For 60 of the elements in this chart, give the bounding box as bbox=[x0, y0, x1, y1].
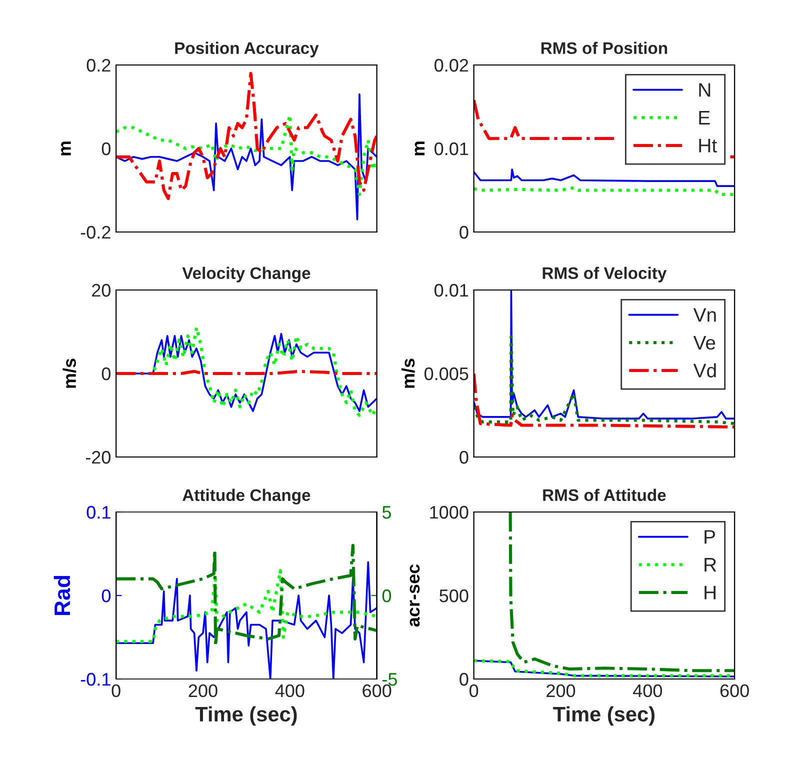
y2-tick-label: 5 bbox=[382, 506, 391, 519]
line-series bbox=[474, 335, 735, 426]
x-axis-title: Time (sec) bbox=[195, 706, 297, 726]
y-tick-label: 0.1 bbox=[86, 506, 110, 519]
y-tick-label: -0.1 bbox=[80, 672, 110, 686]
line-series bbox=[116, 568, 377, 643]
y-tick-label: -20 bbox=[86, 450, 111, 464]
legend-label: R bbox=[704, 558, 716, 572]
x-tick-label: 0 bbox=[112, 684, 120, 698]
y-tick-label: 0 bbox=[460, 226, 468, 239]
x-tick-label: 400 bbox=[633, 684, 662, 698]
y-tick-label: 1000 bbox=[430, 506, 468, 519]
legend-label: N bbox=[699, 83, 710, 97]
chart-title: Velocity Change bbox=[182, 266, 310, 282]
y-axis-title: m bbox=[61, 142, 71, 156]
y-axis-title: Rad bbox=[54, 576, 70, 616]
y-axis-title: acr-sec bbox=[410, 564, 420, 627]
x-tick-label: 0 bbox=[470, 684, 478, 698]
chart-title: RMS of Position bbox=[541, 42, 668, 54]
x-axis-title: Time (sec) bbox=[553, 706, 655, 726]
legend-label: Vd bbox=[693, 363, 716, 378]
x-tick-label: 200 bbox=[188, 684, 218, 698]
legend-label: Ht bbox=[699, 138, 717, 152]
chart-title: RMS of Attitude bbox=[543, 488, 666, 502]
legend-label: Ve bbox=[693, 336, 716, 350]
line-series bbox=[508, 512, 735, 672]
chart-title: Position Accuracy bbox=[175, 42, 319, 58]
y-tick-label: 0 bbox=[460, 450, 468, 464]
y-axis-title: m bbox=[414, 142, 425, 156]
y-tick-label: 0 bbox=[102, 589, 111, 602]
legend-label: Vn bbox=[693, 308, 716, 322]
y-tick-label: 0.02 bbox=[434, 58, 468, 72]
line-series bbox=[116, 72, 377, 200]
line-series bbox=[116, 93, 377, 220]
chart-title: RMS of Velocity bbox=[542, 266, 667, 282]
y2-tick-label: -5 bbox=[382, 673, 397, 686]
line-series bbox=[116, 561, 377, 679]
x-tick-label: 400 bbox=[275, 684, 304, 698]
y-axis-title: m/s bbox=[62, 358, 76, 388]
x-tick-label: 600 bbox=[720, 684, 749, 698]
y-tick-label: 0.01 bbox=[434, 284, 468, 297]
y-tick-label: 0 bbox=[102, 142, 111, 156]
y-tick-label: 0.01 bbox=[434, 142, 468, 156]
y-tick-label: -0.2 bbox=[80, 226, 110, 239]
y2-tick-label: 0 bbox=[382, 589, 392, 602]
line-series bbox=[474, 168, 735, 187]
x-tick-label: 200 bbox=[546, 684, 576, 698]
y-tick-label: 0 bbox=[102, 367, 111, 380]
y-tick-label: 500 bbox=[440, 589, 468, 602]
y-tick-label: 20 bbox=[92, 284, 111, 297]
chart-title: Attitude Change bbox=[182, 488, 310, 504]
legend-label: P bbox=[704, 530, 715, 544]
y-tick-label: 0 bbox=[460, 672, 468, 686]
y-axis-title: m/s bbox=[401, 358, 415, 388]
y-tick-label: 0.005 bbox=[424, 367, 468, 380]
x-tick-label: 600 bbox=[362, 684, 392, 698]
legend-label: E bbox=[699, 111, 710, 124]
line-series bbox=[474, 186, 735, 196]
y-tick-label: 0.2 bbox=[86, 58, 110, 72]
legend-label: H bbox=[704, 586, 716, 600]
